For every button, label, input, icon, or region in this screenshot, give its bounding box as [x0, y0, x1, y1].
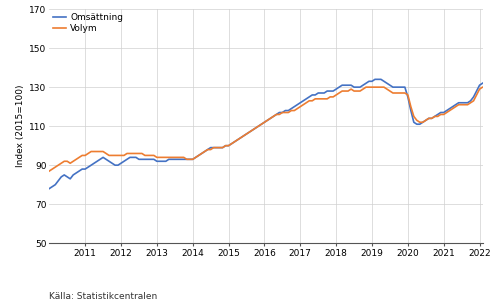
Volym [46, 169, 52, 173]
Omsättning [205, 148, 211, 151]
Volym [360, 87, 366, 91]
Omsättning [360, 83, 366, 87]
Omsättning [372, 78, 378, 81]
Volym [330, 95, 336, 99]
Volym [264, 119, 270, 122]
Volym [489, 87, 493, 91]
Volym [318, 97, 324, 101]
Volym [363, 85, 369, 89]
Text: Källa: Statistikcentralen: Källa: Statistikcentralen [49, 292, 158, 301]
Omsättning [330, 89, 336, 93]
Legend: Omsättning, Volym: Omsättning, Volym [52, 12, 124, 34]
Omsättning [318, 91, 324, 95]
Line: Volym: Volym [49, 87, 493, 171]
Line: Omsättning: Omsättning [49, 79, 493, 188]
Y-axis label: Index (2015=100): Index (2015=100) [16, 85, 25, 168]
Omsättning [489, 83, 493, 87]
Omsättning [46, 187, 52, 190]
Omsättning [264, 119, 270, 122]
Volym [205, 148, 211, 151]
